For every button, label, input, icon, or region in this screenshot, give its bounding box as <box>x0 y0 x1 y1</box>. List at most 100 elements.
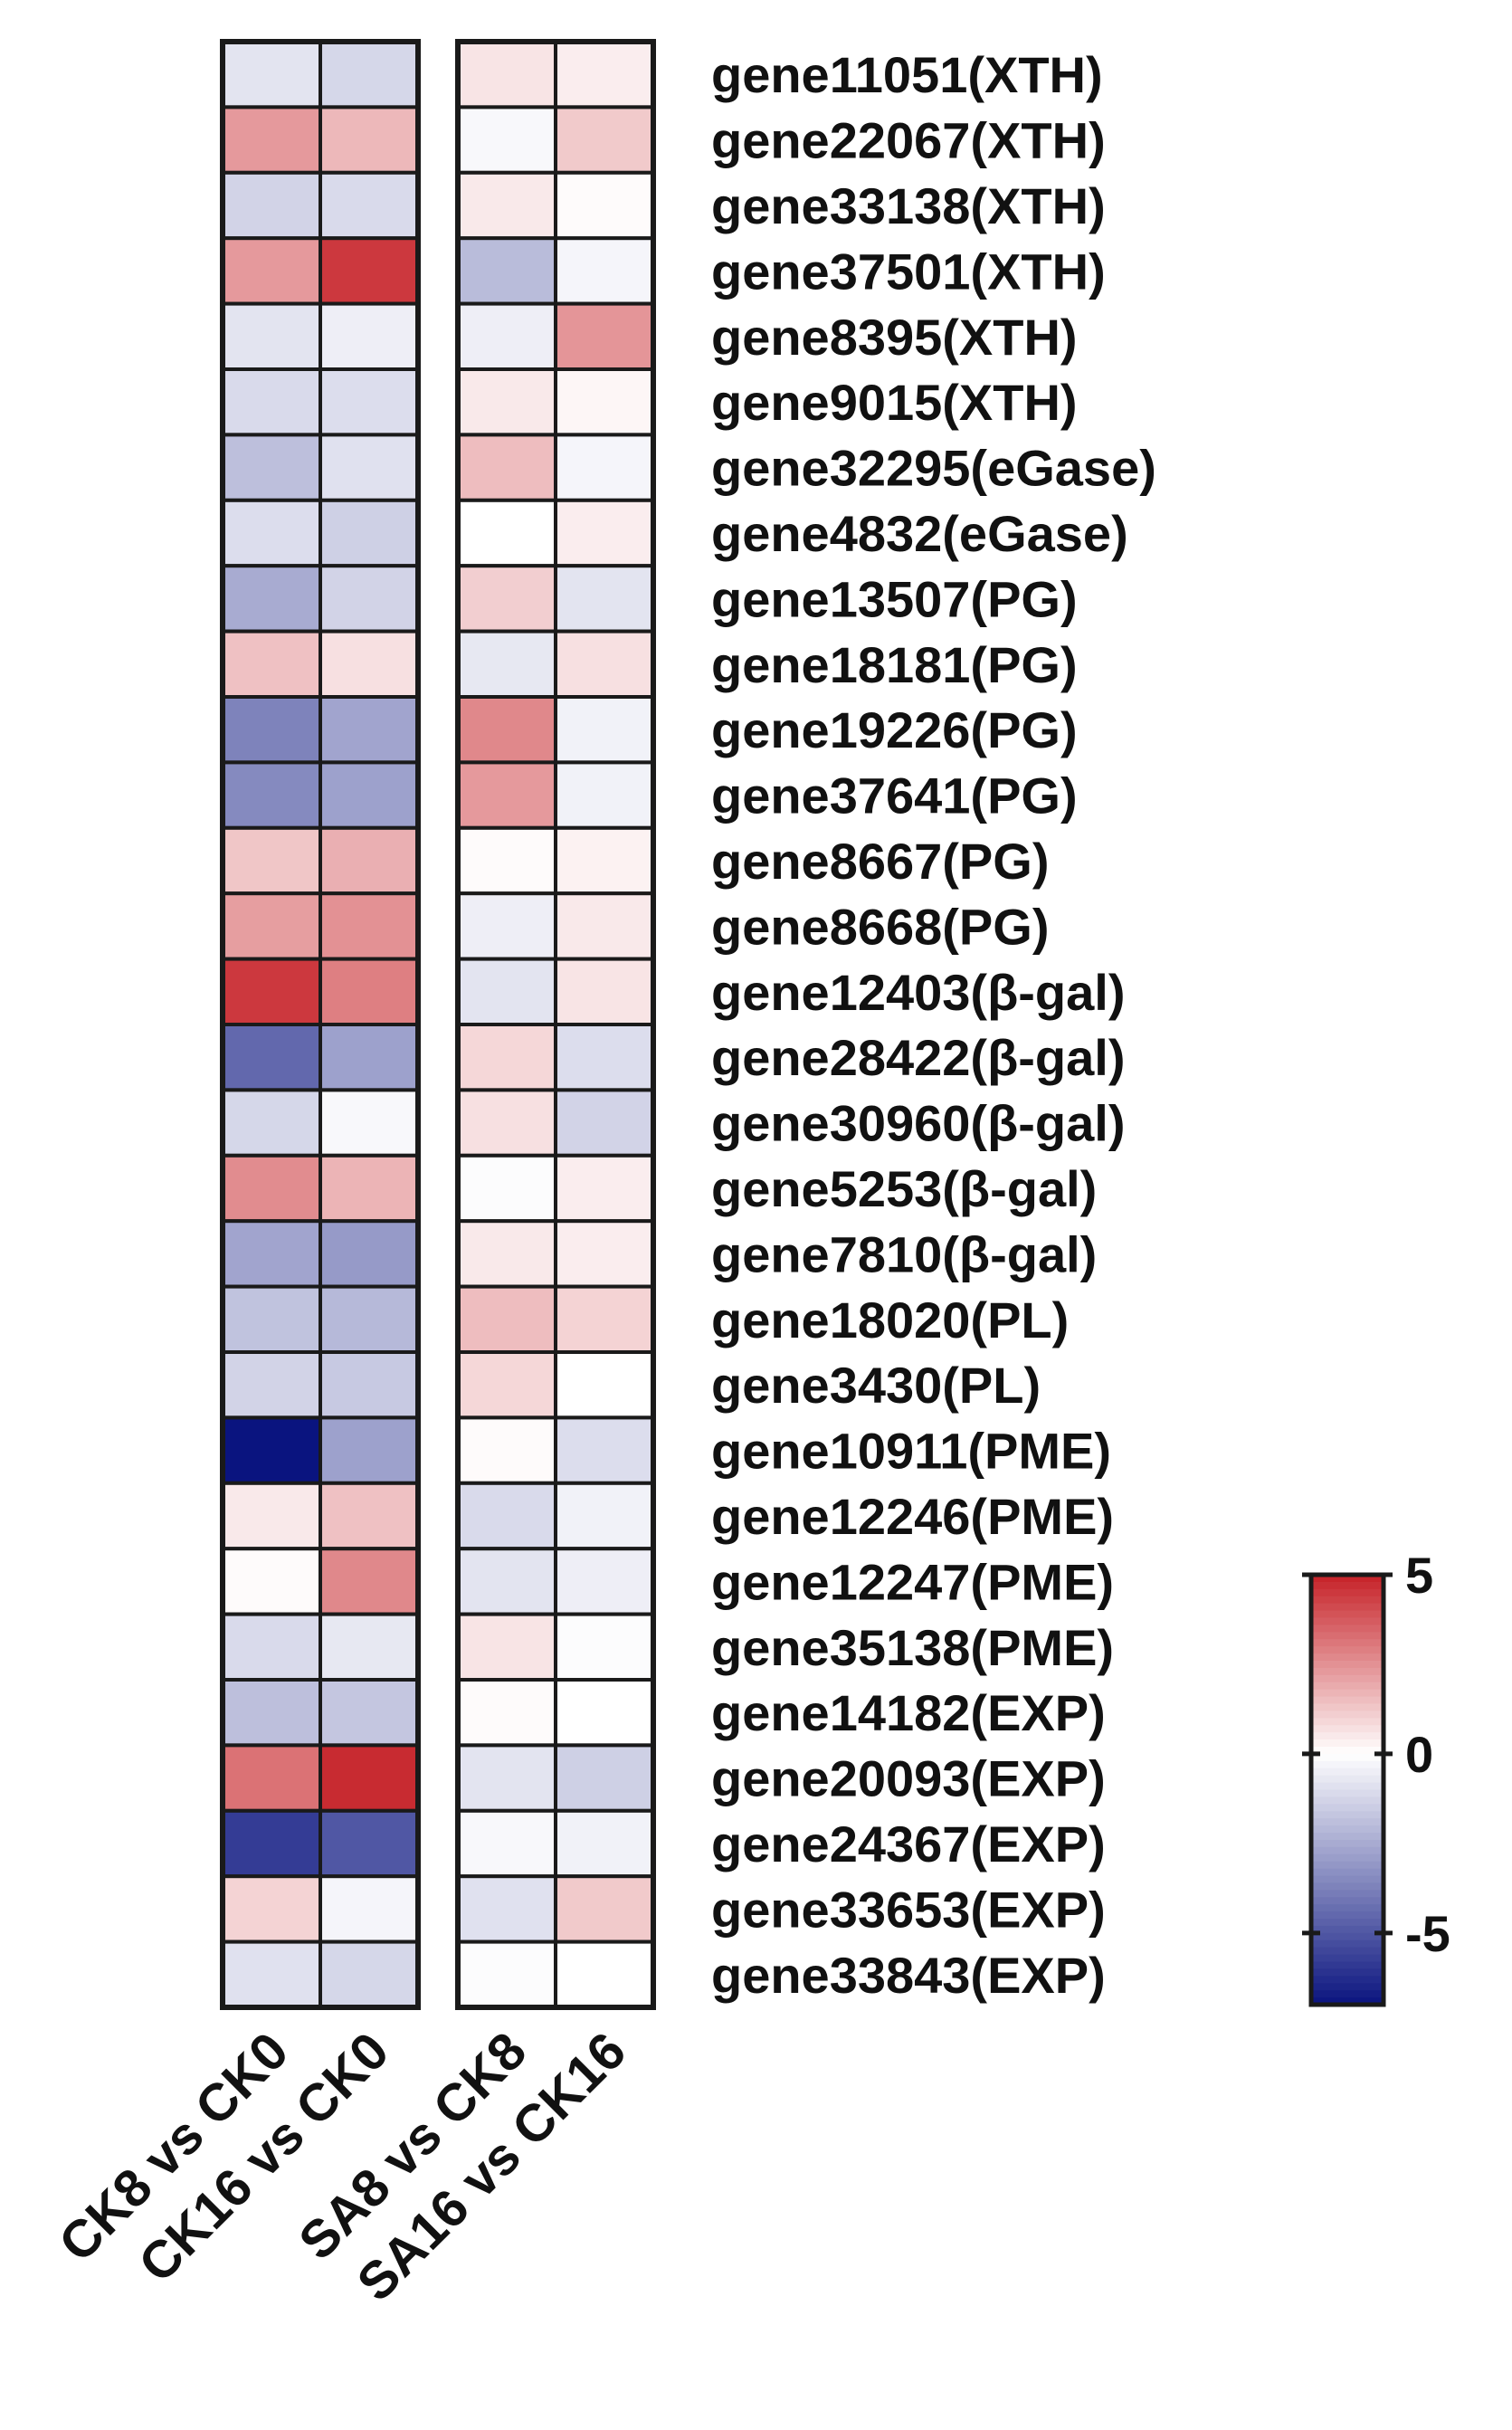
heatmap-cell-r2-c0 <box>221 170 322 241</box>
heatmap-cell-r9-c0 <box>221 629 322 699</box>
colorbar-step <box>1311 1853 1384 1863</box>
colorbar-tick-label: 0 <box>1405 1726 1433 1783</box>
heatmap-cell-r23-c3 <box>554 1547 655 1616</box>
heatmap-cell-r6-c1 <box>319 433 420 502</box>
heatmap-cell-r9-c2 <box>456 629 557 699</box>
heatmap-cell-r4-c1 <box>319 301 420 372</box>
heatmap-cell-r16-c1 <box>319 1088 420 1158</box>
heatmap-cell-r3-c0 <box>221 236 322 306</box>
heatmap-cell-r0-c0 <box>221 40 322 110</box>
colorbar-step <box>1311 1768 1384 1777</box>
colorbar-step <box>1311 1760 1384 1769</box>
colorbar-step <box>1311 1990 1384 1998</box>
colorbar-border <box>1308 1572 1386 2007</box>
heatmap-cell-r19-c3 <box>554 1284 655 1354</box>
row-label: gene12403(β-gal) <box>711 964 1125 1021</box>
row-label: gene8395(XTH) <box>711 309 1078 366</box>
heatmap-cell-r10-c0 <box>221 695 322 765</box>
colorbar-step <box>1311 1818 1384 1826</box>
row-label: gene14182(EXP) <box>711 1684 1106 1741</box>
colorbar-step <box>1311 1897 1384 1905</box>
colorbar-step <box>1311 1997 1384 2006</box>
colorbar-step <box>1311 1825 1384 1834</box>
heatmap-cell-r1-c2 <box>456 105 557 175</box>
colorbar-step <box>1311 1617 1384 1626</box>
row-label: gene35138(PME) <box>711 1619 1114 1676</box>
colorbar-step <box>1311 1696 1384 1705</box>
heatmap-cell-r13-c1 <box>319 891 420 961</box>
colorbar-step <box>1311 1674 1384 1683</box>
heatmap-cell-r14-c3 <box>554 957 655 1026</box>
row-label: gene12246(PME) <box>711 1488 1114 1545</box>
heatmap-cell-r0-c3 <box>554 40 655 110</box>
row-label: gene13507(PG) <box>711 570 1078 627</box>
heatmap-cell-r26-c3 <box>554 1743 655 1813</box>
heatmap-cell-r10-c1 <box>319 695 420 765</box>
colorbar-step <box>1311 1689 1384 1698</box>
colorbar-step <box>1311 1968 1384 1977</box>
heatmap-cell-r8-c0 <box>221 564 322 634</box>
colorbar-step <box>1311 1625 1384 1634</box>
heatmap-cell-r8-c2 <box>456 564 557 634</box>
colorbar-step <box>1311 1811 1384 1819</box>
colorbar-step <box>1311 1904 1384 1912</box>
heatmap-cell-r3-c2 <box>456 236 557 306</box>
heatmap-cell-r4-c0 <box>221 301 322 372</box>
heatmap-cell-r29-c0 <box>221 1939 322 2010</box>
heatmap-cell-r25-c2 <box>456 1678 557 1748</box>
colorbar-step <box>1311 1775 1384 1784</box>
colorbar-step <box>1311 1919 1384 1927</box>
heatmap-cell-r25-c0 <box>221 1678 322 1748</box>
heatmap-cell-r29-c2 <box>456 1939 557 2010</box>
heatmap-cell-r4-c2 <box>456 301 557 372</box>
row-label: gene20093(EXP) <box>711 1750 1106 1807</box>
heatmap-cell-r19-c2 <box>456 1284 557 1354</box>
colorbar-step <box>1311 1875 1384 1884</box>
heatmap-cell-r4-c3 <box>554 301 655 372</box>
heatmap-cell-r22-c0 <box>221 1481 322 1551</box>
row-labels: gene11051(XTH) gene22067(XTH) gene33138(XT… <box>711 46 1156 2004</box>
colorbar-step <box>1311 1846 1384 1855</box>
heatmap-cell-r18-c1 <box>319 1219 420 1289</box>
row-label: gene3430(PL) <box>711 1357 1041 1414</box>
heatmap-cell-r13-c3 <box>554 891 655 961</box>
colorbar-step <box>1311 1789 1384 1798</box>
heatmap-cell-r23-c0 <box>221 1547 322 1616</box>
heatmap-cell-r11-c3 <box>554 760 655 830</box>
row-label: gene4832(eGase) <box>711 505 1128 562</box>
heatmap-cell-r16-c3 <box>554 1088 655 1158</box>
heatmap-cell-r9-c1 <box>319 629 420 699</box>
heatmap-cell-r2-c1 <box>319 170 420 241</box>
heatmap-cell-r16-c2 <box>456 1088 557 1158</box>
heatmap-block-right <box>455 39 656 2010</box>
heatmap-cell-r26-c1 <box>319 1743 420 1813</box>
colorbar-step <box>1311 1890 1384 1899</box>
heatmap-cell-r7-c1 <box>319 498 420 568</box>
colorbar-step <box>1311 1575 1384 1583</box>
heatmap-cell-r17-c3 <box>554 1153 655 1224</box>
heatmap-cell-r3-c3 <box>554 236 655 306</box>
colorbar-step <box>1311 1667 1384 1676</box>
colorbar-step <box>1311 1882 1384 1892</box>
heatmap-cell-r12-c1 <box>319 825 420 896</box>
colorbar-step <box>1311 1610 1384 1619</box>
row-label: gene8668(PG) <box>711 898 1050 955</box>
colorbar-tick-label: 5 <box>1405 1547 1433 1604</box>
heatmap-cell-r14-c2 <box>456 957 557 1026</box>
heatmap-cell-r21-c2 <box>456 1415 557 1485</box>
heatmap-cell-r26-c2 <box>456 1743 557 1813</box>
heatmap-cell-r11-c0 <box>221 760 322 830</box>
colorbar-step <box>1311 1581 1384 1590</box>
heatmap-cell-r22-c1 <box>319 1481 420 1551</box>
colorbar-step <box>1311 1639 1384 1647</box>
row-label: gene18020(PL) <box>711 1291 1069 1348</box>
heatmap-cell-r26-c0 <box>221 1743 322 1813</box>
heatmap-cell-r29-c1 <box>319 1939 420 2010</box>
heatmap-block-border-left <box>220 39 421 2010</box>
colorbar-step <box>1311 1839 1384 1848</box>
row-label: gene7810(β-gal) <box>711 1225 1097 1282</box>
colorbar-step <box>1311 1632 1384 1641</box>
heatmap-cell-r24-c0 <box>221 1612 322 1682</box>
row-label: gene9015(XTH) <box>711 374 1078 431</box>
